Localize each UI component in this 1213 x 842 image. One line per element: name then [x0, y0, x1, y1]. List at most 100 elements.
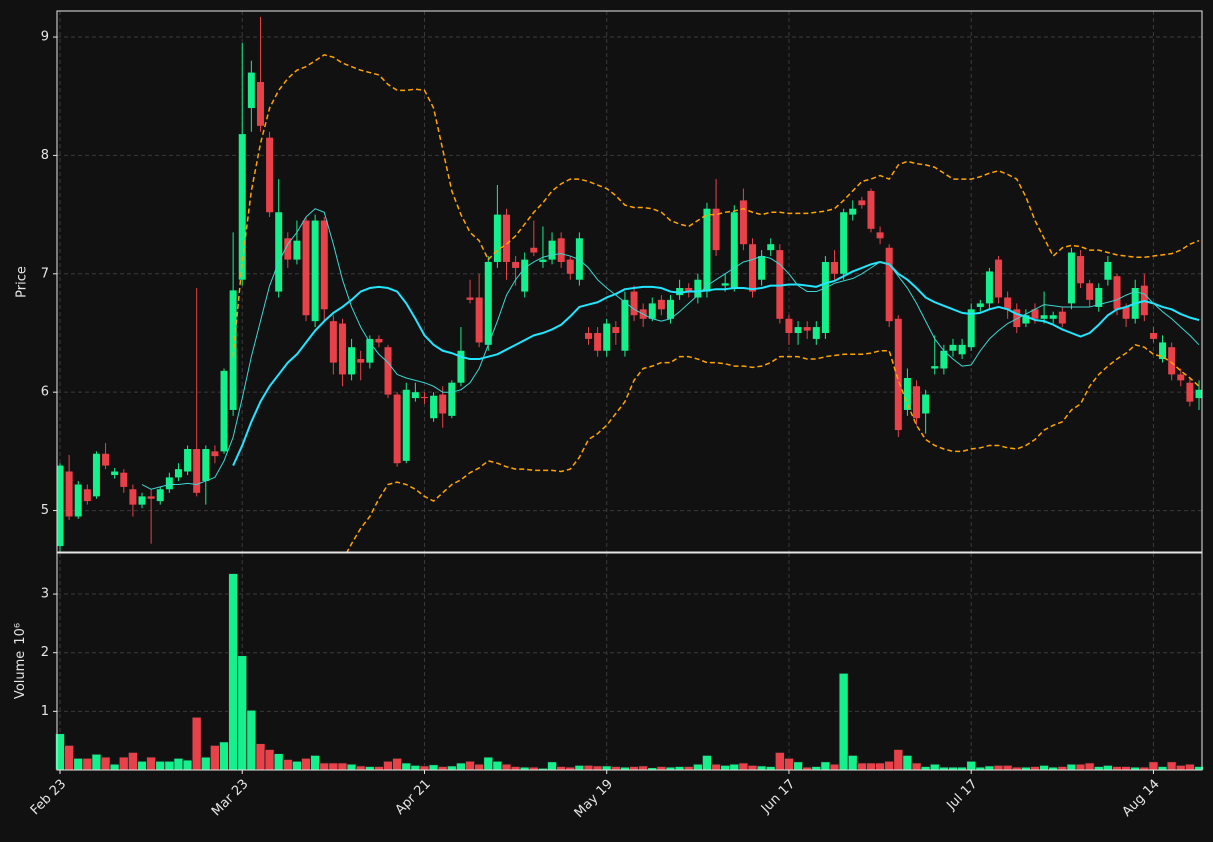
volume-bar — [656, 766, 667, 771]
candle-body — [1049, 315, 1057, 319]
volume-bar — [246, 709, 257, 771]
volume-bar — [1166, 761, 1177, 771]
candle-body — [293, 240, 301, 260]
candle-body — [548, 240, 556, 260]
volume-multiplier: 10⁶ — [13, 623, 28, 645]
volume-bar — [893, 749, 904, 771]
candle-body — [1013, 309, 1021, 328]
volume-bar — [146, 756, 157, 771]
volume-bar — [784, 757, 794, 771]
volume-bar — [1102, 764, 1113, 771]
indicator-line — [232, 54, 1200, 357]
volume-bar — [137, 760, 147, 771]
candle-body — [1159, 342, 1167, 360]
candle-body — [566, 259, 574, 274]
lines — [141, 54, 1200, 552]
candle-body — [876, 232, 884, 239]
candle-body — [229, 290, 237, 410]
candle-body — [1177, 374, 1185, 381]
volume-bar — [310, 754, 321, 771]
volume-bar — [483, 756, 494, 771]
volume-bar — [273, 753, 284, 771]
candle-body — [630, 291, 638, 316]
candle-body — [211, 451, 219, 457]
candle-body — [575, 238, 583, 280]
volume-bar — [255, 743, 266, 771]
volume-bar — [1075, 763, 1086, 771]
candle-body — [348, 347, 356, 375]
volume-bar — [720, 764, 731, 771]
candle-body — [202, 449, 210, 481]
candle-body — [448, 382, 456, 416]
volume-bar — [437, 766, 448, 771]
volume-label: Volume — [13, 651, 28, 699]
volume-bar — [82, 757, 93, 771]
volume-bar — [164, 760, 175, 771]
candle-body — [466, 297, 474, 300]
candle-body — [985, 271, 993, 304]
candle-body — [603, 323, 611, 351]
candle-body — [922, 394, 930, 414]
volume-bar — [875, 762, 886, 771]
candle-body — [894, 318, 902, 431]
candle-body — [1122, 306, 1130, 319]
volume-bar — [866, 762, 876, 771]
candle-body — [193, 449, 201, 493]
indicator-line — [346, 344, 1200, 552]
volume-bar — [301, 757, 311, 771]
candle-body — [721, 283, 729, 286]
candle-body — [266, 137, 274, 213]
candle-body — [940, 350, 948, 369]
candle-body — [584, 332, 592, 339]
candle-body — [840, 212, 848, 274]
volume-bar — [264, 749, 275, 771]
volume-bar — [1121, 766, 1132, 771]
candle-body — [785, 318, 793, 333]
price-frame — [56, 10, 1203, 553]
volume-bar — [847, 754, 858, 771]
candle-body — [311, 220, 319, 322]
indicator-line — [141, 208, 1200, 490]
volume-axis-label: Volume 10⁶ — [13, 623, 28, 699]
volume-bar — [1093, 766, 1104, 771]
candle-body — [612, 327, 620, 333]
candle-body — [102, 453, 110, 466]
candle-body — [366, 338, 374, 363]
volume-bar — [547, 761, 558, 771]
candle-body — [730, 212, 738, 289]
volume-bar — [1002, 764, 1013, 771]
volume-bar — [118, 756, 129, 771]
candle-body — [812, 327, 820, 339]
candle-body — [1104, 261, 1112, 280]
candle-body — [1095, 288, 1103, 307]
volume-bar — [1184, 763, 1195, 771]
candle-body — [393, 394, 401, 464]
volume-bar — [701, 754, 712, 771]
volume-bar — [966, 760, 977, 771]
candle-body — [174, 469, 182, 478]
candle-body — [320, 220, 328, 310]
candle-body — [284, 238, 292, 260]
candle-body — [512, 261, 520, 268]
candle-body — [184, 449, 192, 472]
volume-bar — [91, 753, 102, 771]
candle-body — [129, 489, 137, 505]
candle-body — [694, 279, 702, 298]
volume-bar — [191, 716, 202, 771]
candle-body — [338, 323, 346, 375]
volume-bar — [501, 763, 512, 771]
volume-bar — [510, 766, 521, 771]
volume-bar — [109, 763, 120, 771]
candle-body — [238, 134, 246, 280]
volume-bar — [829, 763, 840, 771]
candle-body — [111, 471, 119, 476]
candle-body — [411, 392, 419, 399]
candle-body — [275, 212, 283, 292]
candle-body — [302, 220, 310, 316]
candle-body — [1086, 283, 1094, 300]
volume-bar — [492, 760, 503, 771]
candle-body — [849, 208, 857, 215]
y-tick-label: 3 — [41, 587, 49, 602]
volume-bar — [838, 672, 849, 771]
candle-body — [594, 332, 602, 351]
